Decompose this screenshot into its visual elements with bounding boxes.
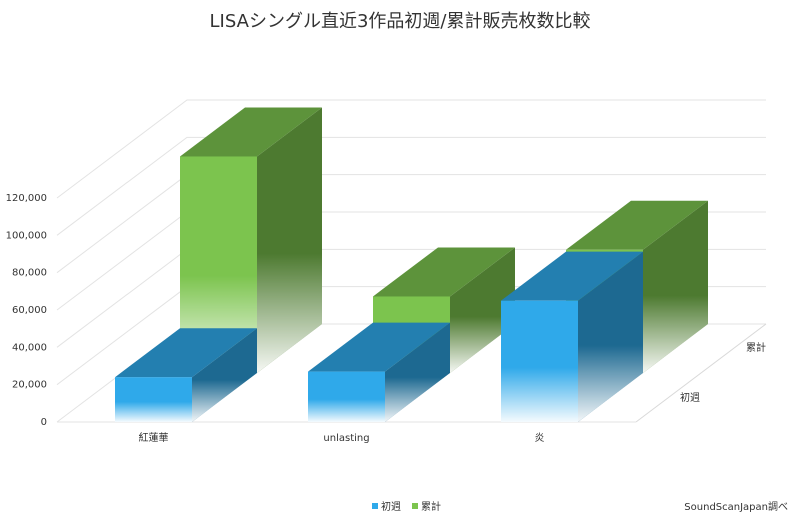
bar-side-fade xyxy=(192,328,257,422)
y-tick-label: 80,000 xyxy=(12,268,47,279)
y-tick-label: 40,000 xyxy=(12,342,47,353)
source-note: SoundScanJapan調べ xyxy=(684,500,788,513)
bar-top xyxy=(115,328,257,378)
legend-label: 初週 xyxy=(381,500,401,513)
bar-top xyxy=(373,247,515,297)
y-tick-label: 120,000 xyxy=(6,193,47,204)
bar-fade xyxy=(115,377,192,422)
bar-side-fade xyxy=(257,107,322,373)
legend-swatch xyxy=(372,503,378,509)
bar-fade xyxy=(308,371,385,422)
legend-swatch xyxy=(412,503,418,509)
depth-axis-label: 初週 xyxy=(680,391,700,404)
y-tick-label: 20,000 xyxy=(12,380,47,391)
bar-top xyxy=(308,322,450,372)
bar-fade xyxy=(501,300,578,422)
x-tick-label: 紅蓮華 xyxy=(139,431,169,444)
bar-side-fade xyxy=(578,251,643,422)
x-tick-label: unlasting xyxy=(323,433,369,444)
bar-top xyxy=(501,251,643,301)
bar-top xyxy=(180,107,322,157)
y-tick-label: 0 xyxy=(41,417,47,428)
depth-axis-label: 累計 xyxy=(746,341,766,354)
bar-side-fade xyxy=(643,200,708,373)
y-tick-label: 100,000 xyxy=(6,230,47,241)
bar-side-fade xyxy=(385,322,450,422)
bar-top xyxy=(566,200,708,250)
grid-line xyxy=(56,99,766,199)
bar-side-fade xyxy=(450,247,515,373)
x-tick-label: 炎 xyxy=(535,432,545,444)
legend-label: 累計 xyxy=(421,500,441,513)
grid-line xyxy=(56,136,766,236)
floor-edge xyxy=(635,323,767,423)
chart-title: LISAシングル直近3作品初週/累計販売枚数比較 xyxy=(210,11,591,32)
y-tick-label: 60,000 xyxy=(12,305,47,316)
